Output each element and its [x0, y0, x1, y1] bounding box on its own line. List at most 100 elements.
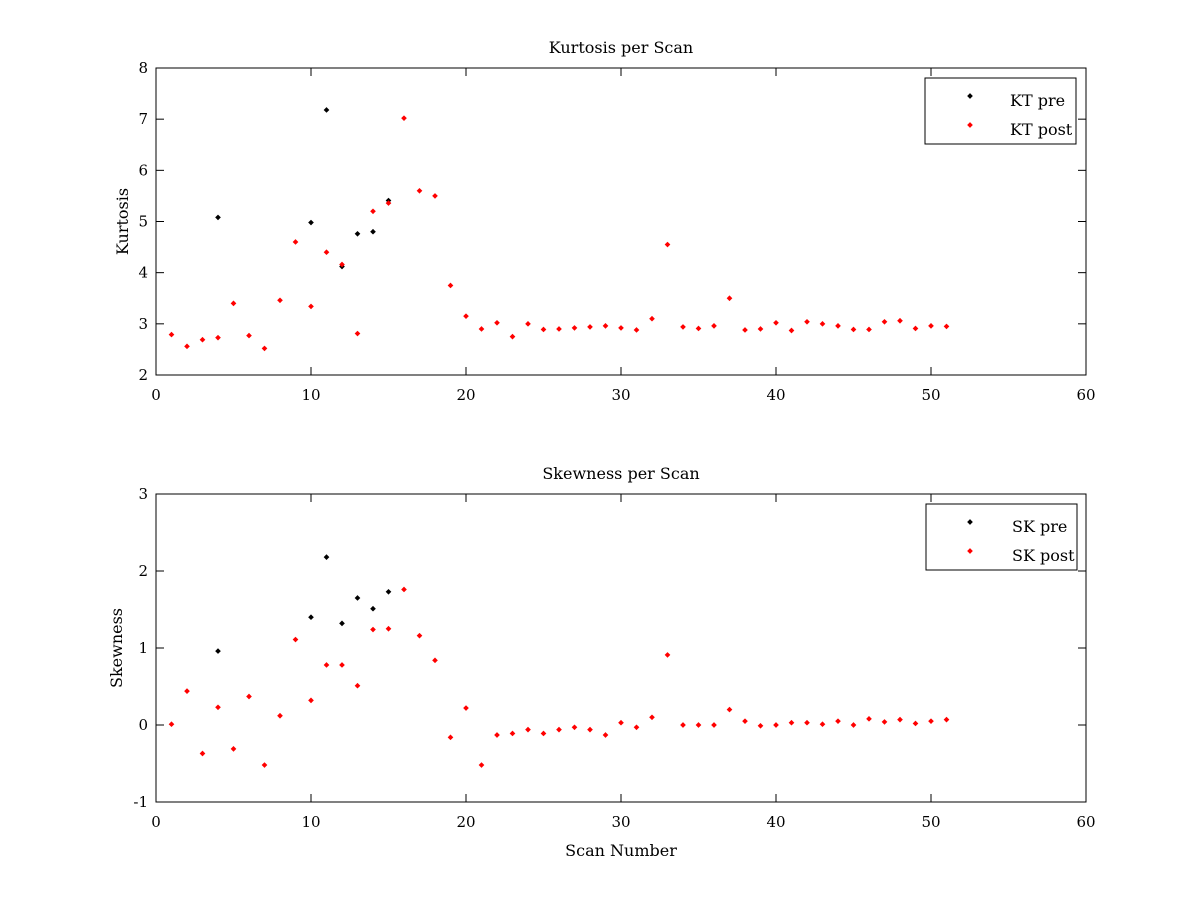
skewness-point-sk-post [587, 726, 593, 733]
y-tick-label: 3 [138, 485, 148, 503]
skewness-point-sk-post [881, 719, 888, 725]
kurtosis-point-kt-post [587, 324, 593, 330]
y-tick-label: 4 [138, 264, 148, 282]
kurtosis-y-axis-label: Kurtosis [113, 188, 132, 255]
skewness-point-sk-pre [385, 588, 392, 595]
kurtosis-point-kt-post [866, 326, 872, 333]
kurtosis-point-kt-post [804, 318, 810, 325]
kurtosis-point-kt-post [819, 321, 826, 327]
kurtosis-point-kt-post [199, 336, 206, 343]
kurtosis-point-kt-post [664, 241, 671, 248]
kurtosis-point-kt-post [773, 319, 779, 326]
kurtosis-point-kt-post [277, 297, 283, 304]
kurtosis-point-kt-pre [323, 107, 330, 113]
skewness-y-axis-label: Skewness [107, 608, 126, 688]
x-tick-label: 50 [921, 386, 940, 404]
skewness-point-sk-pre [339, 620, 345, 627]
kurtosis-point-kt-post [742, 327, 748, 333]
skewness-legend-marker-pre [967, 519, 973, 525]
kurtosis-point-kt-pre [215, 214, 221, 221]
kurtosis-point-kt-post [850, 326, 857, 333]
kurtosis-point-kt-post [835, 323, 841, 329]
kurtosis-point-kt-post [463, 313, 469, 319]
skewness-chart-title: Skewness per Scan [542, 464, 699, 483]
kurtosis-point-kt-post [633, 327, 640, 333]
skewness-point-sk-post [199, 750, 206, 757]
kurtosis-point-kt-post [881, 318, 888, 325]
x-tick-label: 20 [456, 386, 475, 404]
x-tick-label: 20 [456, 813, 475, 831]
kurtosis-point-kt-post [602, 323, 609, 329]
kurtosis-legend-marker-post [967, 122, 973, 128]
y-tick-label: 3 [138, 315, 148, 333]
kurtosis-point-kt-post [788, 327, 795, 334]
x-tick-label: 30 [611, 813, 630, 831]
x-tick-label: 60 [1076, 386, 1095, 404]
skewness-legend-box [925, 503, 1078, 571]
skewness-point-sk-post [773, 722, 779, 728]
x-tick-label: 40 [766, 813, 785, 831]
kurtosis-point-kt-post [897, 317, 903, 324]
kurtosis-point-kt-post [354, 330, 361, 337]
skewness-legend-marker-post [967, 548, 973, 554]
x-tick-label: 0 [151, 813, 161, 831]
skewness-point-sk-post [184, 688, 190, 694]
kurtosis-ticks: 0 10 20 30 40 50 60 2 3 4 5 6 7 8 [138, 59, 1095, 404]
skewness-legend-label-post: SK post [1012, 546, 1075, 565]
skewness-point-sk-post [571, 724, 578, 731]
skewness-point-sk-post [215, 704, 221, 711]
y-tick-label: 0 [138, 716, 148, 734]
skewness-point-sk-pre [354, 595, 361, 601]
skewness-point-sk-post [246, 693, 252, 700]
kurtosis-point-kt-post [168, 331, 175, 338]
skewness-point-sk-post [819, 721, 826, 728]
kurtosis-point-kt-post [416, 187, 423, 194]
skewness-point-sk-post [277, 712, 283, 719]
skewness-point-sk-post [680, 722, 686, 728]
kurtosis-point-kt-post [370, 208, 376, 215]
kurtosis-point-kt-post [323, 249, 330, 256]
kurtosis-points [168, 107, 950, 352]
kurtosis-legend-label-post: KT post [1010, 120, 1073, 139]
skewness-legend: SK pre SK post [925, 503, 1078, 571]
kurtosis-legend-marker-pre [967, 93, 973, 99]
x-tick-label: 0 [151, 386, 161, 404]
skewness-point-sk-post [540, 730, 547, 737]
kurtosis-point-kt-post [401, 115, 407, 121]
kurtosis-point-kt-post [184, 343, 190, 350]
skewness-point-sk-post [323, 662, 330, 668]
skewness-point-sk-post [261, 762, 268, 768]
kurtosis-point-kt-post [478, 326, 485, 332]
skewness-point-sk-post [385, 625, 392, 632]
skewness-point-sk-post [897, 716, 903, 723]
kurtosis-panel: Kurtosis per Scan Kurtosis 0 10 20 30 40 50 60… [113, 38, 1096, 404]
skewness-point-sk-post [230, 746, 237, 752]
skewness-point-sk-post [618, 719, 624, 726]
y-tick-label: -1 [133, 793, 148, 811]
y-tick-label: 2 [138, 366, 148, 384]
skewness-point-sk-post [866, 716, 872, 722]
skewness-point-sk-pre [308, 614, 314, 621]
kurtosis-legend-label-pre: KT pre [1010, 91, 1065, 110]
x-tick-label: 60 [1076, 813, 1095, 831]
skewness-point-sk-post [354, 682, 361, 689]
skewness-point-sk-pre [370, 605, 376, 612]
kurtosis-point-kt-post [261, 345, 268, 352]
skewness-point-sk-post [308, 697, 314, 704]
skewness-point-sk-post [416, 632, 423, 639]
skewness-point-sk-post [726, 706, 733, 713]
skewness-point-sk-post [292, 636, 299, 643]
skewness-point-sk-post [168, 721, 175, 728]
skewness-point-sk-post [742, 718, 748, 724]
y-tick-label: 8 [138, 59, 148, 77]
x-tick-label: 10 [301, 813, 320, 831]
kurtosis-point-kt-post [230, 300, 237, 307]
kurtosis-point-kt-post [726, 295, 733, 302]
y-tick-label: 2 [138, 562, 148, 580]
skewness-point-sk-post [509, 730, 516, 737]
y-tick-label: 5 [138, 213, 148, 231]
kurtosis-point-kt-post [711, 323, 717, 329]
skewness-point-sk-post [928, 718, 934, 724]
